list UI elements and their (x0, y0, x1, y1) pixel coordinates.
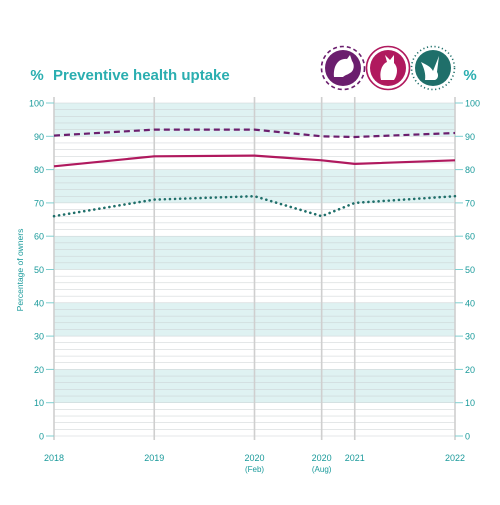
x-tick-sublabel: (Feb) (245, 465, 264, 474)
y-tick-label-right: 100 (465, 99, 480, 109)
y-tick-label-left: 60 (34, 232, 44, 242)
y-tick-label-right: 40 (465, 298, 475, 308)
series-line-solid (53, 154, 456, 168)
x-tick-label: 2021 (345, 453, 365, 463)
y-tick-label-right: 50 (465, 265, 475, 275)
x-tick-sublabel: (Aug) (312, 465, 332, 474)
dog-icon (320, 45, 366, 91)
y-tick-label-left: 80 (34, 165, 44, 175)
y-tick-label-left: 20 (34, 365, 44, 375)
unit-symbol-right: % (463, 67, 476, 84)
x-tick-label: 2019 (144, 453, 164, 463)
vertical-gridlines (53, 97, 456, 440)
y-tick-label-left: 70 (34, 198, 44, 208)
x-tick-label: 2018 (44, 453, 64, 463)
y-tick-label-left: 40 (34, 298, 44, 308)
chart-title: Preventive health uptake (53, 67, 230, 84)
y-tick-label-right: 70 (465, 198, 475, 208)
cat-icon (365, 45, 411, 91)
y-tick-label-right: 60 (465, 232, 475, 242)
series-line-dashed (53, 128, 456, 139)
y-tick-label-left: 30 (34, 332, 44, 342)
y-tick-label-left: 90 (34, 132, 44, 142)
y-tick-label-right: 10 (465, 398, 475, 408)
y-tick-label-right: 0 (465, 432, 470, 442)
y-tick-label-left: 10 (34, 398, 44, 408)
y-tick-label-left: 50 (34, 265, 44, 275)
y-tick-label-left: 0 (39, 432, 44, 442)
y-tick-label-right: 90 (465, 132, 475, 142)
y-axis-right: 0 10 20 30 40 50 60 70 80 90 100 (455, 99, 480, 442)
legend-icons (320, 45, 456, 91)
y-tick-label-right: 20 (465, 365, 475, 375)
unit-symbol-left: % (30, 67, 43, 84)
x-tick-label: 2020 (312, 453, 332, 463)
rabbit-icon (410, 45, 456, 91)
y-tick-label-left: 100 (29, 99, 44, 109)
x-tick-label: 2022 (445, 453, 465, 463)
y-tick-label-right: 80 (465, 165, 475, 175)
series-lines (52, 128, 457, 218)
y-axis-left: 0 10 20 30 40 50 60 70 80 90 100 (29, 99, 54, 442)
y-tick-label-right: 30 (465, 332, 475, 342)
x-axis: 2018 2019 2020 (Feb) 2020 (Aug) 2021 2022 (44, 453, 465, 474)
x-tick-label: 2020 (244, 453, 264, 463)
y-axis-label: Percentage of owners (15, 229, 25, 312)
